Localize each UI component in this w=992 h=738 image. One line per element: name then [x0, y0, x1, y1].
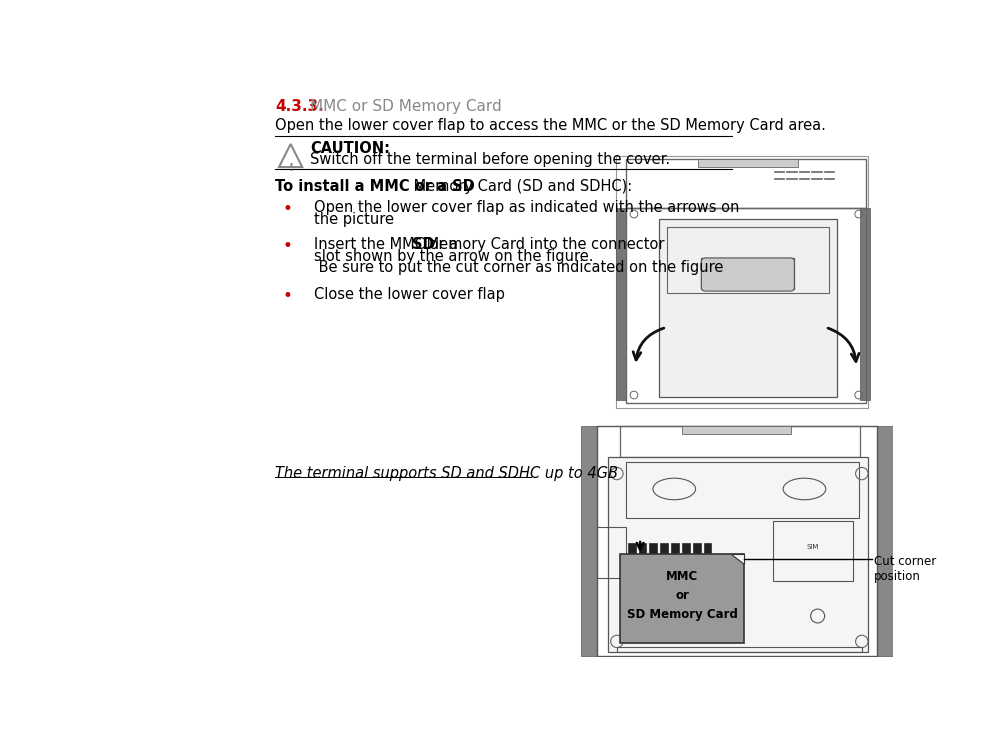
Text: To install a MMC or a SD: To install a MMC or a SD — [275, 179, 475, 194]
Text: The terminal supports SD and SDHC up to 4GB: The terminal supports SD and SDHC up to … — [275, 466, 618, 481]
Text: Insert the MMC or a: Insert the MMC or a — [313, 237, 462, 252]
Text: Memory Card into the connector: Memory Card into the connector — [423, 237, 665, 252]
Text: the picture: the picture — [313, 212, 394, 227]
Text: Memory Card (SD and SDHC):: Memory Card (SD and SDHC): — [409, 179, 633, 194]
Polygon shape — [877, 426, 893, 656]
Polygon shape — [616, 208, 626, 401]
Text: slot shown by the arrow on the figure.: slot shown by the arrow on the figure. — [313, 249, 593, 263]
Polygon shape — [703, 543, 711, 554]
Text: •: • — [283, 200, 293, 218]
Text: MMC or SD Memory Card: MMC or SD Memory Card — [310, 100, 502, 114]
Text: •: • — [283, 237, 293, 255]
Polygon shape — [682, 543, 689, 554]
Polygon shape — [672, 543, 679, 554]
Text: Be sure to put the cut corner as indicated on the figure: Be sure to put the cut corner as indicat… — [313, 261, 723, 275]
Polygon shape — [581, 426, 597, 656]
Polygon shape — [650, 543, 657, 554]
Text: Switch off the terminal before opening the cover.: Switch off the terminal before opening t… — [310, 153, 671, 168]
Polygon shape — [701, 258, 795, 289]
FancyBboxPatch shape — [701, 258, 795, 291]
Text: CAUTION:: CAUTION: — [310, 141, 390, 156]
Polygon shape — [616, 156, 868, 408]
Polygon shape — [620, 554, 744, 643]
Polygon shape — [608, 457, 868, 652]
Text: •: • — [283, 287, 293, 306]
Polygon shape — [731, 554, 744, 565]
Polygon shape — [639, 543, 647, 554]
Polygon shape — [692, 543, 700, 554]
Text: !: ! — [288, 163, 294, 173]
Text: SIM: SIM — [806, 544, 819, 550]
FancyArrowPatch shape — [633, 328, 664, 360]
FancyArrowPatch shape — [828, 328, 859, 362]
Polygon shape — [597, 426, 877, 656]
Text: MMC
or
SD Memory Card: MMC or SD Memory Card — [627, 570, 737, 621]
Polygon shape — [860, 208, 870, 401]
Text: Close the lower cover flap: Close the lower cover flap — [313, 287, 505, 303]
Text: 4.3.3.: 4.3.3. — [275, 100, 323, 114]
Text: Open the lower cover flap to access the MMC or the SD Memory Card area.: Open the lower cover flap to access the … — [275, 118, 826, 133]
Text: SD: SD — [412, 237, 434, 252]
Polygon shape — [682, 426, 791, 433]
Polygon shape — [628, 543, 636, 554]
Polygon shape — [661, 543, 668, 554]
Text: Open the lower cover flap as indicated with the arrows on: Open the lower cover flap as indicated w… — [313, 200, 739, 215]
Polygon shape — [659, 219, 837, 396]
Text: Cut corner
position: Cut corner position — [874, 555, 936, 583]
Polygon shape — [697, 159, 799, 167]
